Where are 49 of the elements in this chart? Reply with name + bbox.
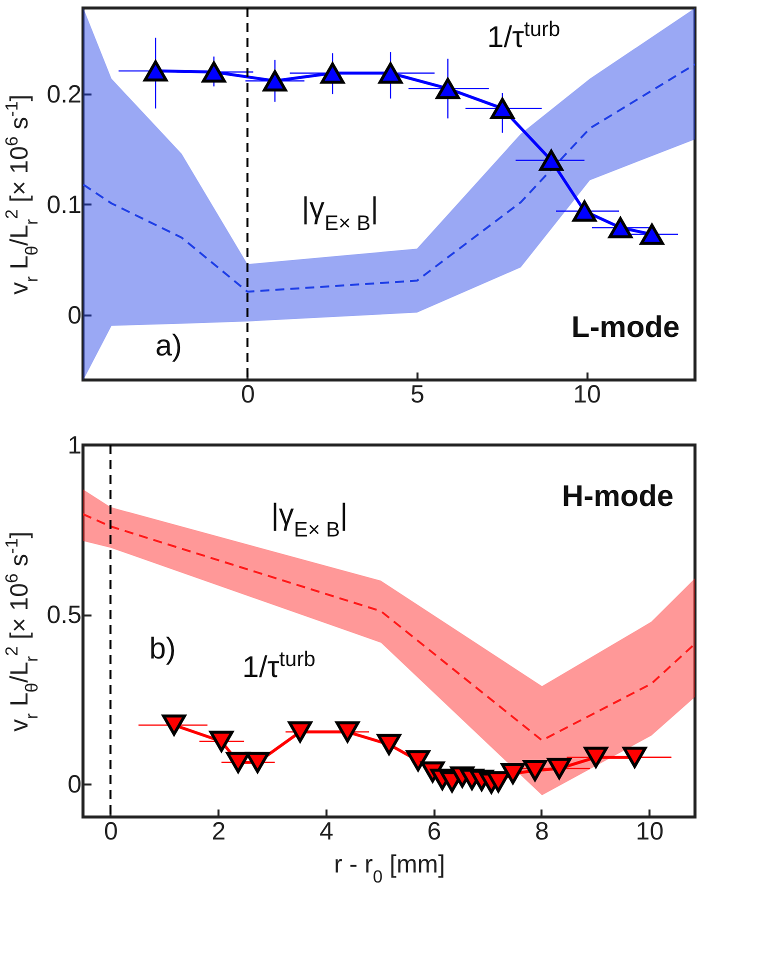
y-tick-label: 0 xyxy=(68,770,82,799)
point xyxy=(547,758,572,780)
annotation: a) xyxy=(155,330,182,363)
point xyxy=(608,217,632,238)
series-label: 1/τ$^{turb}$ xyxy=(242,648,316,684)
x-tick-label: 0 xyxy=(104,818,118,846)
y-tick-label: 0.1 xyxy=(46,190,82,219)
point xyxy=(377,734,401,756)
x-axis-title: r - r$_{0}$ [mm] xyxy=(334,850,446,886)
annotation: L-mode xyxy=(571,310,680,344)
x-tick-label: 6 xyxy=(427,818,442,846)
x-tick-label: 5 xyxy=(410,380,424,408)
series-label: |γ$_{E× B}$| xyxy=(302,192,378,234)
point xyxy=(336,721,360,742)
series-label: |γ$_{E× B}$| xyxy=(271,498,348,542)
point xyxy=(202,61,226,83)
annotation: H-mode xyxy=(562,480,674,514)
point xyxy=(246,752,270,773)
point xyxy=(622,746,647,768)
y-tick-label: 1 xyxy=(68,432,82,460)
x-tick-label: 0 xyxy=(240,380,255,408)
point xyxy=(144,60,168,82)
x-tick-label: 4 xyxy=(320,818,334,846)
point xyxy=(436,78,460,100)
point xyxy=(406,750,430,772)
y-tick-label: 0 xyxy=(68,301,82,330)
point xyxy=(378,62,403,84)
point xyxy=(500,763,525,784)
point xyxy=(262,70,287,92)
point xyxy=(226,752,250,773)
annotation: b) xyxy=(149,632,176,666)
point xyxy=(640,224,664,245)
line-series xyxy=(83,63,695,293)
point xyxy=(584,746,608,768)
point xyxy=(539,150,564,171)
point xyxy=(209,730,234,752)
point xyxy=(572,200,596,222)
point xyxy=(288,721,312,742)
y-tick-label: 0.2 xyxy=(46,80,82,109)
point xyxy=(320,62,345,84)
x-tick-label: 10 xyxy=(636,818,664,846)
series-label: 1/τ$^{turb}$ xyxy=(487,17,560,54)
point xyxy=(523,760,547,782)
x-tick-label: 10 xyxy=(573,380,601,408)
point xyxy=(490,98,514,120)
x-tick-label: 8 xyxy=(535,818,549,846)
point xyxy=(162,714,186,736)
y-tick-label: 0.5 xyxy=(46,601,82,630)
x-tick-label: 2 xyxy=(212,818,226,846)
